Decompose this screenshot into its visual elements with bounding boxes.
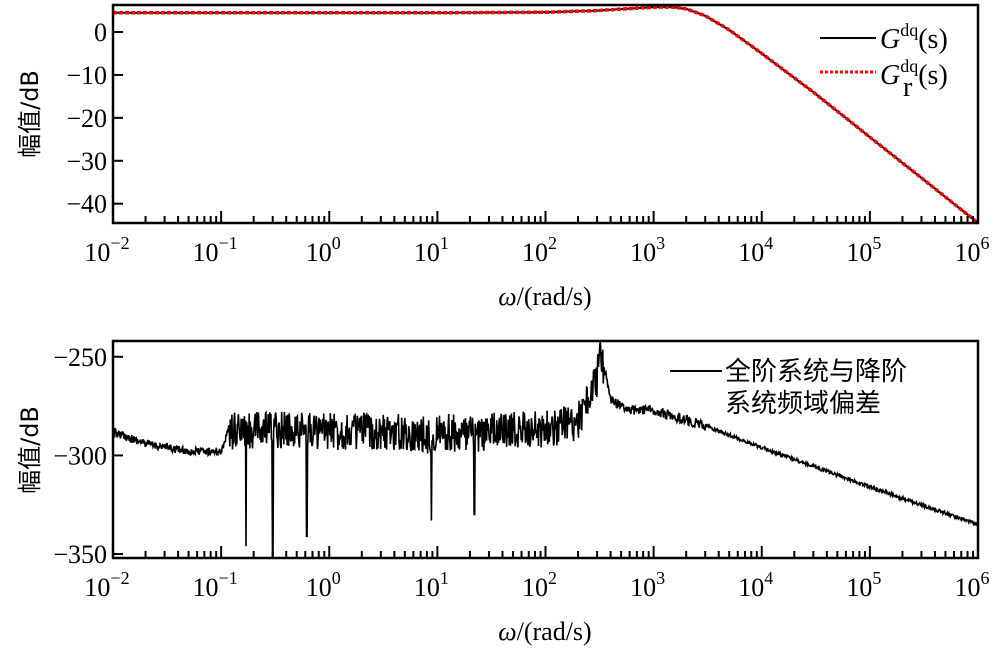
x-tick-label: 106 xyxy=(955,233,990,267)
bottom-y-axis-title: 幅值/dB xyxy=(16,406,44,494)
y-tick-label: −250 xyxy=(53,343,107,372)
x-tick-label: 104 xyxy=(738,233,773,267)
y-tick-label: −30 xyxy=(66,147,107,176)
bottom-legend: 全阶系统与降阶 系统频域偏差 xyxy=(670,357,907,419)
top-y-tick-labels: 0 −10 −20 −30 −40 xyxy=(66,18,107,219)
y-tick-label: −40 xyxy=(66,190,107,219)
bottom-x-axis-title: ω/(rad/s) xyxy=(498,617,591,646)
bottom-plot-lines xyxy=(112,340,979,559)
x-tick-label: 101 xyxy=(414,233,449,267)
y-tick-label: −300 xyxy=(53,441,107,470)
y-tick-label: −10 xyxy=(66,61,107,90)
top-plot-lines xyxy=(113,5,980,225)
x-tick-label: 10−1 xyxy=(193,568,238,602)
top-x-ticks xyxy=(112,211,979,223)
top-x-axis-title: ω/(rad/s) xyxy=(498,282,591,311)
y-tick-label: −350 xyxy=(53,540,107,569)
x-tick-label: 102 xyxy=(522,568,557,602)
top-y-ticks xyxy=(113,31,123,205)
full-order-curve xyxy=(113,6,979,224)
bottom-x-ticks xyxy=(112,546,979,558)
bottom-x-tick-labels: 10−2 10−1 100 101 102 103 104 105 106 xyxy=(84,568,989,602)
legend-label-gr-dq: Gdq(s) xyxy=(880,56,948,91)
x-tick-label: 100 xyxy=(306,233,341,267)
bottom-y-tick-labels: −250 −300 −350 xyxy=(53,343,107,569)
deviation-curve xyxy=(112,340,979,559)
x-tick-label: 10−2 xyxy=(84,568,129,602)
x-tick-label: 106 xyxy=(955,568,990,602)
top-y-axis-title: 幅值/dB xyxy=(16,70,44,158)
y-tick-label: −20 xyxy=(66,104,107,133)
x-tick-label: 102 xyxy=(522,233,557,267)
legend-subscript-r: r xyxy=(903,72,913,103)
x-tick-label: 104 xyxy=(738,568,773,602)
x-tick-label: 103 xyxy=(630,568,665,602)
x-tick-label: 100 xyxy=(306,568,341,602)
y-tick-label: 0 xyxy=(94,18,107,47)
x-tick-label: 10−2 xyxy=(84,233,129,267)
reduced-order-curve xyxy=(113,5,980,225)
bottom-y-ticks xyxy=(113,355,123,556)
x-tick-label: 105 xyxy=(846,233,881,267)
x-tick-label: 105 xyxy=(846,568,881,602)
top-legend: Gdq(s) Gdq(s) r xyxy=(820,20,948,103)
x-tick-label: 10−1 xyxy=(193,233,238,267)
legend-label-gdq: Gdq(s) xyxy=(880,20,948,55)
x-tick-label: 101 xyxy=(414,568,449,602)
top-x-tick-labels: 10−2 10−1 100 101 102 103 104 105 106 xyxy=(84,233,989,267)
top-panel: 10−2 10−1 100 101 102 103 104 105 106 0 −10 −20 −30… xyxy=(16,3,990,311)
legend-label-line2: 系统频域偏差 xyxy=(725,389,881,419)
legend-label-line1: 全阶系统与降阶 xyxy=(725,357,907,387)
bottom-panel: 10−2 10−1 100 101 102 103 104 105 106 −250 −300 −3… xyxy=(16,339,990,646)
x-tick-label: 103 xyxy=(630,233,665,267)
